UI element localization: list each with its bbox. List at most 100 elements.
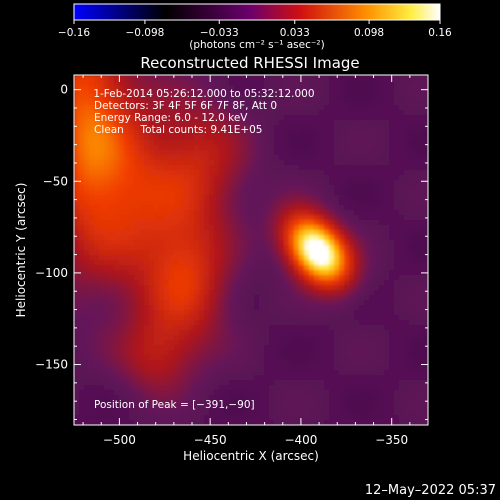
heatmap-cell [404,375,410,381]
heatmap-cell [124,335,130,341]
heatmap-cell [199,190,205,196]
heatmap-cell [299,235,305,241]
heatmap-cell [74,180,80,186]
heatmap-cell [414,260,420,266]
heatmap-cell [264,200,270,206]
heatmap-cell [114,265,120,271]
heatmap-cell [274,420,280,425]
heatmap-cell [274,350,280,356]
heatmap-cell [269,330,275,336]
heatmap-cell [339,385,345,391]
heatmap-cell [344,190,350,196]
heatmap-cell [79,400,85,406]
heatmap-cell [309,135,315,141]
heatmap-cell [79,135,85,141]
heatmap-cell [324,265,330,271]
heatmap-cell [369,390,375,396]
heatmap-cell [309,280,315,286]
heatmap-cell [214,270,220,276]
heatmap-cell [119,225,125,231]
heatmap-cell [329,170,335,176]
heatmap-cell [344,300,350,306]
heatmap-cell [204,310,210,316]
heatmap-cell [219,270,225,276]
heatmap-cell [324,285,330,291]
heatmap-cell [399,385,405,391]
heatmap-cell [124,240,130,246]
heatmap-cell [274,415,280,421]
heatmap-cell [224,400,230,406]
heatmap-cell [99,280,105,286]
heatmap-cell [234,175,240,181]
heatmap-cell [179,245,185,251]
heatmap-cell [229,400,235,406]
heatmap-cell [419,220,425,226]
heatmap-cell [154,330,160,336]
heatmap-cell [184,195,190,201]
heatmap-cell [399,320,405,326]
heatmap-cell [154,135,160,141]
heatmap-cell [179,335,185,341]
heatmap-cell [389,345,395,351]
heatmap-cell [104,90,110,96]
heatmap-cell [209,175,215,181]
heatmap-cell [389,100,395,106]
heatmap-cell [374,195,380,201]
heatmap-cell [294,190,300,196]
heatmap-cell [314,230,320,236]
heatmap-cell [229,405,235,411]
heatmap-cell [194,300,200,306]
heatmap-cell [299,315,305,321]
heatmap-cell [189,315,195,321]
heatmap-cell [249,215,255,221]
heatmap-cell [204,80,210,86]
heatmap-cell [214,105,220,111]
heatmap-cell [419,85,425,91]
heatmap-cell [394,190,400,196]
heatmap-cell [339,170,345,176]
heatmap-cell [74,140,80,146]
heatmap-cell [119,420,125,425]
heatmap-cell [99,330,105,336]
heatmap-cell [379,95,385,101]
heatmap-cell [279,230,285,236]
heatmap-cell [99,135,105,141]
heatmap-cell [249,85,255,91]
heatmap-cell [324,330,330,336]
heatmap-cell [89,265,95,271]
heatmap-cell [399,280,405,286]
heatmap-cell [274,140,280,146]
heatmap-cell [189,395,195,401]
heatmap-cell [274,270,280,276]
heatmap-cell [234,360,240,366]
heatmap-cell [124,280,130,286]
heatmap-cell [189,110,195,116]
heatmap-cell [294,330,300,336]
heatmap-cell [309,330,315,336]
heatmap-cell [179,350,185,356]
heatmap-cell [419,75,425,81]
heatmap-cell [409,280,415,286]
heatmap-cell [329,420,335,425]
heatmap-cell [409,105,415,111]
heatmap-cell [224,185,230,191]
heatmap-cell [259,195,265,201]
heatmap-cell [74,90,80,96]
heatmap-cell [304,270,310,276]
heatmap-cell [324,135,330,141]
heatmap-cell [259,250,265,256]
heatmap-cell [119,115,125,121]
heatmap-cell [304,120,310,126]
heatmap-cell [359,225,365,231]
heatmap-cell [419,375,425,381]
heatmap-cell [194,105,200,111]
heatmap-cell [384,385,390,391]
heatmap-cell [309,175,315,181]
heatmap-cell [159,400,165,406]
heatmap-cell [124,220,130,226]
heatmap-cell [329,405,335,411]
heatmap-cell [129,195,135,201]
heatmap-cell [344,80,350,86]
heatmap-cell [404,265,410,271]
heatmap-cell [209,225,215,231]
